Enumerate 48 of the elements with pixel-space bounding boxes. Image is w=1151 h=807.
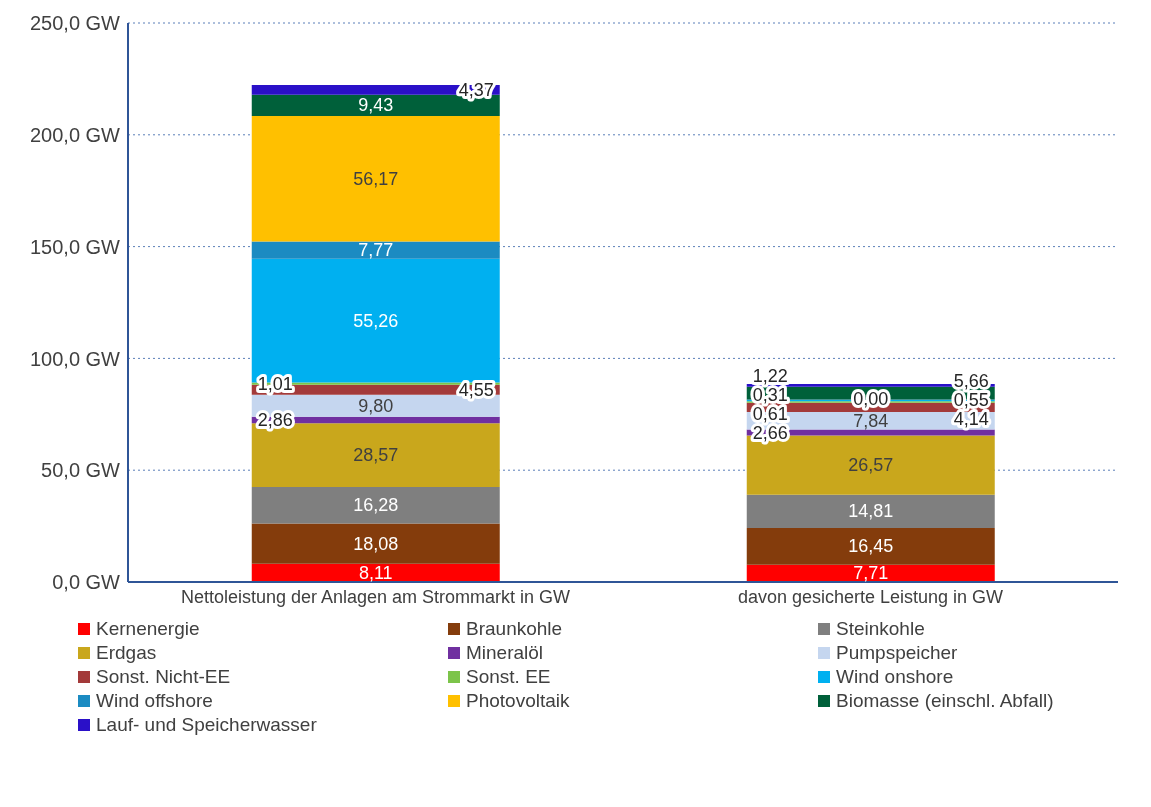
data-label: 56,17: [353, 168, 399, 189]
data-label: 1,22: [752, 366, 788, 387]
bar: [251, 241, 500, 259]
legend-label: Photovoltaik: [466, 690, 570, 712]
data-label: 9,43: [358, 95, 394, 116]
data-label: 4,37: [458, 79, 494, 100]
legend-label: Erdgas: [96, 642, 157, 664]
data-label: 18,08: [353, 533, 399, 554]
bar: [746, 527, 995, 565]
legend-label: Sonst. Nicht-EE: [96, 666, 231, 688]
data-label: 7,77: [358, 240, 394, 261]
legend-label: Braunkohle: [466, 618, 563, 640]
data-label: 0,55: [953, 390, 989, 411]
legend-label: Sonst. EE: [466, 666, 551, 688]
legend-label: Wind onshore: [836, 666, 954, 688]
bar: [746, 494, 995, 528]
bar: [251, 115, 500, 242]
data-label: 4,55: [458, 379, 494, 400]
data-label: 14,81: [848, 501, 894, 522]
data-label: 1,01: [257, 373, 293, 394]
y-tick-label: 0,0 GW: [52, 571, 121, 594]
data-label: 26,57: [848, 455, 894, 476]
x-tick-label: davon gesicherte Leistung in GW: [737, 586, 1004, 607]
data-label: 16,28: [353, 495, 399, 516]
y-tick-label: 150,0 GW: [29, 235, 121, 258]
bar: [251, 523, 500, 564]
data-label: 9,80: [358, 395, 394, 416]
data-label: 7,71: [853, 563, 889, 584]
y-tick-label: 100,0 GW: [29, 347, 121, 370]
legend-label: Kernenergie: [96, 618, 200, 640]
data-label: 55,26: [353, 310, 399, 331]
bar: [251, 487, 500, 524]
y-tick-label: 50,0 GW: [41, 459, 121, 482]
data-label: 28,57: [353, 445, 399, 466]
legend-label: Wind offshore: [96, 690, 213, 712]
legend-label: Biomasse (einschl. Abfall): [836, 690, 1054, 712]
data-label: 16,45: [848, 536, 894, 557]
data-label: 4,14: [953, 409, 989, 430]
y-tick-label: 250,0 GW: [29, 12, 121, 35]
legend-label: Lauf- und Speicherwasser: [96, 714, 317, 736]
data-label: 0,00: [853, 389, 889, 410]
y-tick-label: 200,0 GW: [29, 123, 121, 146]
data-label: 8,11: [358, 562, 393, 583]
data-label: 7,84: [853, 410, 889, 431]
legend-label: Pumpspeicher: [836, 642, 958, 664]
x-tick-label: Nettoleistung der Anlagen am Strommarkt in GW: [180, 586, 571, 607]
legend-label: Mineralöl: [466, 642, 544, 664]
legend-label: Steinkohle: [836, 618, 925, 640]
